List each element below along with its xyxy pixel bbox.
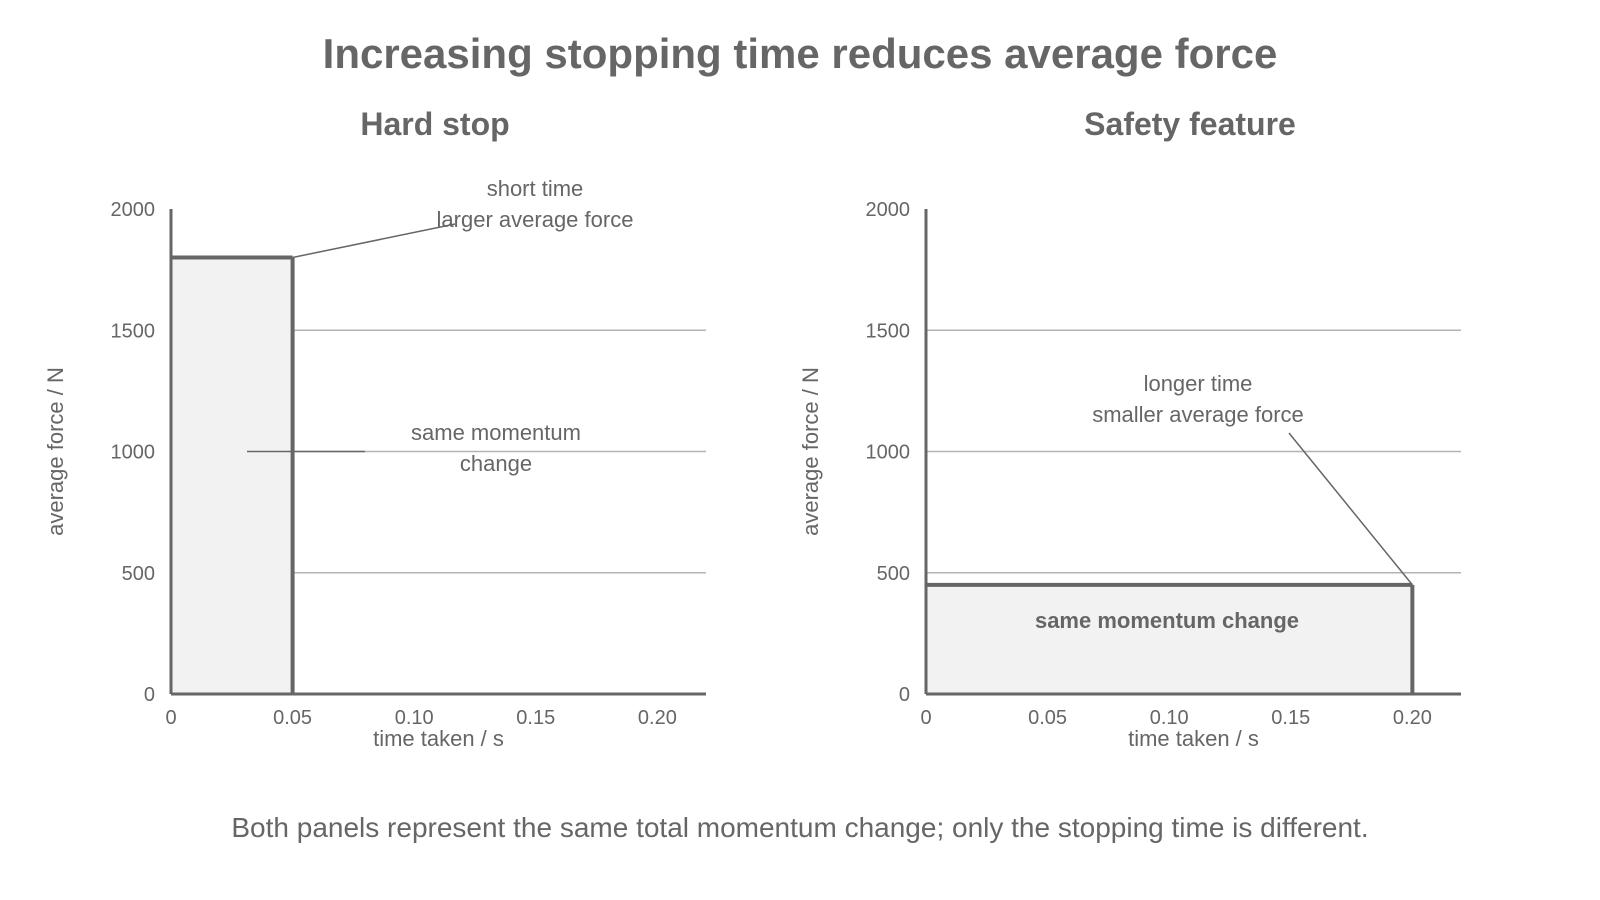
hard-stop-momentum-label: change (460, 451, 532, 476)
safety-feature-panel-title: Safety feature (1084, 106, 1296, 142)
hard-stop-annotation-line: short time (487, 176, 584, 201)
hard-stop-x-tick-label: 0.10 (395, 707, 434, 729)
safety-feature-y-axis-title: average force / N (798, 367, 823, 536)
safety-feature-y-tick-label: 500 (877, 563, 910, 585)
hard-stop-x-axis-title: time taken / s (373, 726, 504, 751)
hard-stop-x-tick-label: 0.15 (516, 707, 555, 729)
hard-stop-x-tick-label: 0.05 (273, 707, 312, 729)
safety-feature-y-tick-label: 2000 (866, 199, 911, 221)
hard-stop-y-axis-title: average force / N (43, 367, 68, 536)
safety-feature-x-tick-label: 0.20 (1393, 707, 1432, 729)
hard-stop-leader-line (292, 223, 456, 259)
safety-feature-y-tick-label: 0 (899, 684, 910, 706)
hard-stop-momentum-label: same momentum (411, 420, 581, 445)
hard-stop-panel-title: Hard stop (360, 106, 509, 142)
hard-stop-y-tick-label: 500 (122, 563, 155, 585)
hard-stop-y-tick-label: 1500 (111, 320, 156, 342)
safety-feature-x-tick-label: 0.15 (1271, 707, 1310, 729)
safety-feature-x-axis-title: time taken / s (1128, 726, 1259, 751)
hard-stop-y-tick-label: 0 (144, 684, 155, 706)
safety-feature-y-tick-label: 1000 (866, 442, 911, 464)
safety-annotation-line: smaller average force (1092, 402, 1304, 427)
safety-feature-y-tick-label: 1500 (866, 320, 911, 342)
safety-feature-x-tick-label: 0.10 (1150, 707, 1189, 729)
hard-stop-x-tick-label: 0 (165, 707, 176, 729)
hard-stop-y-tick-label: 1000 (111, 442, 156, 464)
safety-feature-momentum-area (926, 584, 1413, 694)
safety-annotation-line: longer time (1144, 371, 1253, 396)
chart-title: Increasing stopping time reduces average… (322, 30, 1278, 77)
safety-leader-line (1288, 432, 1413, 586)
footnote: Both panels represent the same total mom… (231, 812, 1369, 843)
hard-stop-annotation-line: larger average force (437, 207, 634, 232)
safety-feature-x-tick-label: 0.05 (1028, 707, 1067, 729)
hard-stop-y-tick-label: 2000 (111, 199, 156, 221)
safety-feature-x-tick-label: 0 (920, 707, 931, 729)
hard-stop-x-tick-label: 0.20 (638, 707, 677, 729)
hard-stop-momentum-area (171, 257, 293, 694)
safety-momentum-label: same momentum change (1035, 608, 1299, 633)
